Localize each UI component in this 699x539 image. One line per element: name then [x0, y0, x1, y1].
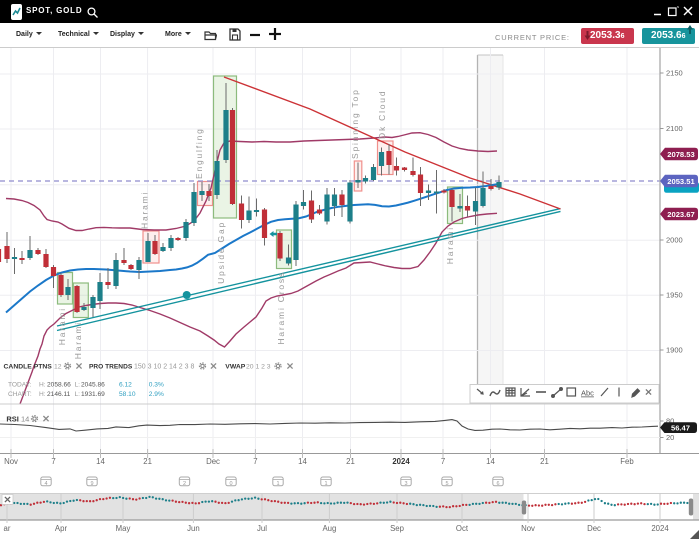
- svg-text:VWAP: VWAP: [225, 364, 245, 371]
- svg-text:0: 0: [229, 481, 232, 487]
- svg-text:Abc: Abc: [581, 389, 594, 398]
- svg-text:Jul: Jul: [257, 524, 267, 533]
- svg-text:21: 21: [346, 457, 355, 466]
- svg-text:2100: 2100: [666, 124, 683, 133]
- svg-text:Upside Gap: Upside Gap: [216, 221, 226, 284]
- svg-text:58.10: 58.10: [119, 391, 136, 398]
- svg-text:2000: 2000: [666, 236, 683, 245]
- svg-text:H:: H:: [39, 382, 46, 389]
- svg-text:56.47: 56.47: [671, 423, 690, 432]
- svg-text:6.12: 6.12: [119, 382, 132, 389]
- svg-text:150 3 10 2 14 2 3 8: 150 3 10 2 14 2 3 8: [134, 364, 194, 371]
- svg-text:14: 14: [298, 457, 307, 466]
- svg-text:2058.66: 2058.66: [47, 382, 71, 389]
- svg-text:21: 21: [540, 457, 549, 466]
- svg-text:6: 6: [496, 481, 499, 487]
- svg-text:Harami: Harami: [73, 321, 83, 359]
- svg-text:Oct: Oct: [456, 524, 469, 533]
- svg-text:Harami: Harami: [140, 191, 150, 229]
- svg-text:14: 14: [486, 457, 495, 466]
- svg-text:2146.11: 2146.11: [47, 391, 71, 398]
- svg-text:20 1 2 3: 20 1 2 3: [246, 364, 271, 371]
- svg-text:RSI: RSI: [6, 415, 19, 424]
- svg-text:5: 5: [445, 481, 448, 487]
- svg-text:2024: 2024: [392, 457, 410, 466]
- svg-text:2.9%: 2.9%: [149, 391, 164, 398]
- svg-text:ar: ar: [4, 524, 11, 533]
- svg-text:PRO TRENDS: PRO TRENDS: [89, 364, 133, 371]
- svg-text:Spinning Top: Spinning Top: [350, 88, 360, 159]
- svg-text:2023.67: 2023.67: [667, 210, 694, 219]
- svg-text:L:: L:: [75, 391, 81, 398]
- svg-text:7: 7: [253, 457, 257, 466]
- svg-text:Harami: Harami: [445, 226, 455, 264]
- svg-text:2053.51: 2053.51: [667, 177, 695, 186]
- svg-text:9: 9: [90, 481, 93, 487]
- svg-text:12: 12: [54, 364, 62, 371]
- svg-text:20: 20: [666, 433, 674, 442]
- svg-text:1950: 1950: [666, 291, 683, 300]
- svg-text:0.3%: 0.3%: [149, 382, 164, 389]
- svg-text:CANDLE PTNS: CANDLE PTNS: [4, 364, 53, 371]
- svg-text:CHART:: CHART:: [8, 391, 32, 398]
- svg-text:2: 2: [183, 481, 186, 487]
- svg-text:Feb: Feb: [620, 457, 634, 466]
- svg-text:Sep: Sep: [390, 524, 405, 533]
- svg-text:14: 14: [96, 457, 105, 466]
- svg-text:Aug: Aug: [322, 524, 336, 533]
- svg-text:7: 7: [51, 457, 55, 466]
- svg-text:4: 4: [44, 481, 47, 487]
- svg-text:2024: 2024: [651, 524, 669, 533]
- svg-text:Harami: Harami: [57, 307, 67, 345]
- svg-text:14: 14: [21, 415, 29, 424]
- svg-text:TODAY:: TODAY:: [8, 382, 32, 389]
- svg-text:May: May: [116, 524, 131, 533]
- svg-text:1: 1: [276, 481, 279, 487]
- svg-text:2150: 2150: [666, 69, 683, 78]
- svg-text:7: 7: [441, 457, 445, 466]
- svg-text:80: 80: [666, 417, 674, 426]
- svg-text:2045.86: 2045.86: [81, 382, 105, 389]
- svg-text:Dk Cloud: Dk Cloud: [377, 90, 387, 139]
- svg-text:1900: 1900: [666, 346, 683, 355]
- svg-text:Nov: Nov: [4, 457, 18, 466]
- svg-text:1931.69: 1931.69: [81, 391, 105, 398]
- svg-text:L:: L:: [75, 382, 81, 389]
- svg-text:Engulfing: Engulfing: [194, 127, 204, 179]
- svg-text:2078.53: 2078.53: [667, 150, 694, 159]
- svg-text:H:: H:: [39, 391, 46, 398]
- svg-text:Dec: Dec: [206, 457, 220, 466]
- svg-text:3: 3: [404, 481, 407, 487]
- svg-text:Apr: Apr: [55, 524, 68, 533]
- svg-text:Jun: Jun: [187, 524, 200, 533]
- svg-text:Dec: Dec: [587, 524, 601, 533]
- svg-text:21: 21: [143, 457, 152, 466]
- svg-text:Harami Cross: Harami Cross: [276, 271, 286, 345]
- svg-text:1: 1: [324, 481, 327, 487]
- svg-text:Nov: Nov: [521, 524, 535, 533]
